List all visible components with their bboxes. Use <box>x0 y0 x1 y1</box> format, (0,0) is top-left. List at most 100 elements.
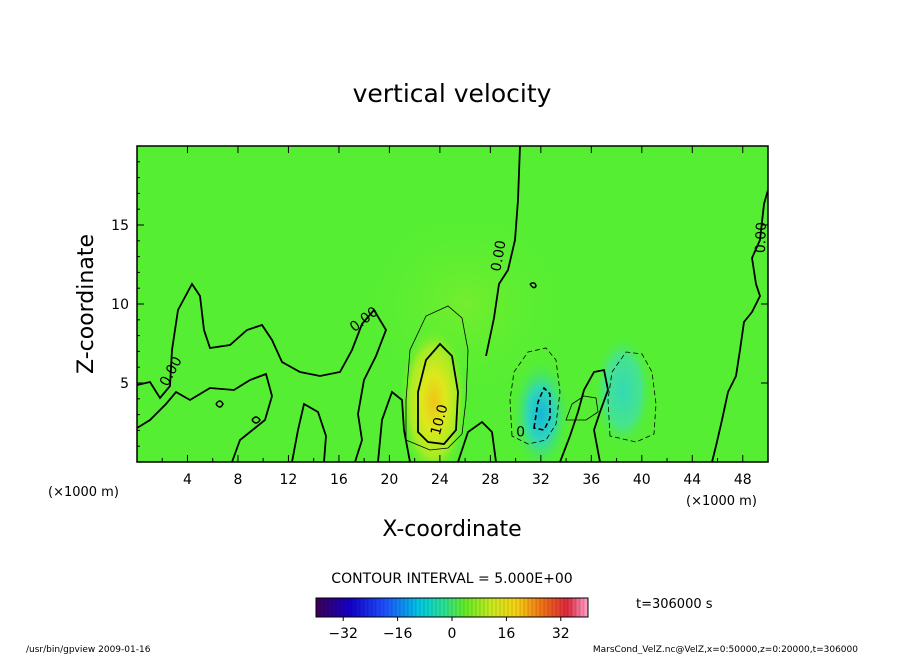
contour-label: 0.00 <box>753 222 770 254</box>
plot-area <box>137 146 768 462</box>
zero-contour-small-loop <box>529 282 537 289</box>
x-tick-label: 44 <box>683 472 701 488</box>
colorbar-cell <box>432 598 437 617</box>
colorbar-cell <box>492 598 497 617</box>
shading-layer <box>345 194 653 462</box>
colorbar-cell <box>572 598 577 617</box>
colorbar-cell <box>392 598 397 617</box>
contour-neg5-right <box>607 351 657 443</box>
contour-label: 0.00 <box>488 239 509 272</box>
colorbar-cell <box>324 598 329 617</box>
colorbar-cell <box>576 598 581 617</box>
colorbar-tick-label: −16 <box>383 626 413 642</box>
zero-contour-low <box>137 372 273 462</box>
colorbar-cell <box>428 598 433 617</box>
x-unit-label-right: (×1000 m) <box>686 494 757 509</box>
x-tick-label: 40 <box>633 472 651 488</box>
colorbar-cell <box>316 598 321 617</box>
y-axis-title: Z-coordinate <box>74 234 99 374</box>
colorbar-cell <box>340 598 345 617</box>
colorbar-cell <box>464 598 469 617</box>
contour-10-updraft <box>417 342 459 445</box>
colorbar-cell <box>488 598 493 617</box>
colorbar-cell <box>320 598 325 617</box>
colorbar-cell <box>436 598 441 617</box>
x-tick-label: 36 <box>582 472 600 488</box>
zero-contour-far-right <box>711 189 768 462</box>
colorbar-cell <box>528 598 533 617</box>
colorbar-cell <box>504 598 509 617</box>
colorbar-cell <box>468 598 473 617</box>
colorbar-cell <box>584 598 589 617</box>
colorbar-cell <box>524 598 529 617</box>
colorbar-cell <box>448 598 453 617</box>
colorbar-cell <box>516 598 521 617</box>
colorbar-cell <box>348 598 353 617</box>
zero-contour-right-cell <box>559 368 609 462</box>
colorbar-cell <box>508 598 513 617</box>
downdraft-shade <box>592 332 653 449</box>
y-tick-label: 15 <box>111 218 129 234</box>
contour-5-right <box>565 395 599 421</box>
x-tick-label: 12 <box>280 472 298 488</box>
colorbar-cell <box>500 598 505 617</box>
colorbar-cell <box>532 598 537 617</box>
colorbar-tick-label: 0 <box>448 626 457 642</box>
colorbar-cell <box>400 598 405 617</box>
colorbar-cell <box>376 598 381 617</box>
colorbar-cell <box>548 598 553 617</box>
colorbar-cell <box>332 598 337 617</box>
colorbar-cell <box>440 598 445 617</box>
colorbar-cell <box>568 598 573 617</box>
x-tick-label: 24 <box>431 472 449 488</box>
chart-title: vertical velocity <box>353 79 552 108</box>
updraft-shade <box>399 323 468 462</box>
colorbar-cell <box>328 598 333 617</box>
colorbar-cell <box>452 598 457 617</box>
colorbar-cell <box>472 598 477 617</box>
contour-label: 10.0 <box>428 403 452 437</box>
zero-contour-mid <box>291 402 327 462</box>
footer-left: /usr/bin/gpview 2009-01-16 <box>26 645 151 654</box>
weak-updraft-shade <box>345 194 586 414</box>
colorbar-cell <box>384 598 389 617</box>
colorbar-cell <box>476 598 481 617</box>
colorbar-tick-label: 16 <box>497 626 515 642</box>
colorbar-cell <box>336 598 341 617</box>
x-tick-label: 4 <box>183 472 192 488</box>
colorbar <box>315 598 589 617</box>
colorbar-cell <box>520 598 525 617</box>
colorbar-cell <box>512 598 517 617</box>
colorbar-cell <box>564 598 569 617</box>
colorbar-tick-label: 32 <box>552 626 570 642</box>
colorbar-cell <box>368 598 373 617</box>
contour-label: 0 <box>516 425 525 441</box>
x-unit-label-left: (×1000 m) <box>48 485 119 500</box>
zero-contour-tall <box>457 146 521 462</box>
colorbar-cell <box>544 598 549 617</box>
colorbar-cell <box>480 598 485 617</box>
colorbar-cell <box>540 598 545 617</box>
contour-5-updraft <box>405 305 469 451</box>
colorbar-cell <box>420 598 425 617</box>
colorbar-cell <box>388 598 393 617</box>
colorbar-cell <box>352 598 357 617</box>
contour-interval-label: CONTOUR INTERVAL = 5.000E+00 <box>331 571 572 587</box>
colorbar-cell <box>580 598 585 617</box>
colorbar-cell <box>412 598 417 617</box>
colorbar-cell <box>560 598 565 617</box>
colorbar-cell <box>364 598 369 617</box>
x-tick-label: 48 <box>734 472 752 488</box>
colorbar-cell <box>360 598 365 617</box>
colorbar-cell <box>536 598 541 617</box>
contour-neg10-center <box>533 386 551 431</box>
colorbar-cell <box>356 598 361 617</box>
colorbar-ticks: −32 −16 0 16 32 <box>328 617 570 642</box>
colorbar-cell <box>424 598 429 617</box>
y-tick-label: 10 <box>111 297 129 313</box>
colorbar-cell <box>416 598 421 617</box>
colorbar-cell <box>372 598 377 617</box>
colorbar-cell <box>396 598 401 617</box>
downdraft-shade <box>510 356 571 462</box>
